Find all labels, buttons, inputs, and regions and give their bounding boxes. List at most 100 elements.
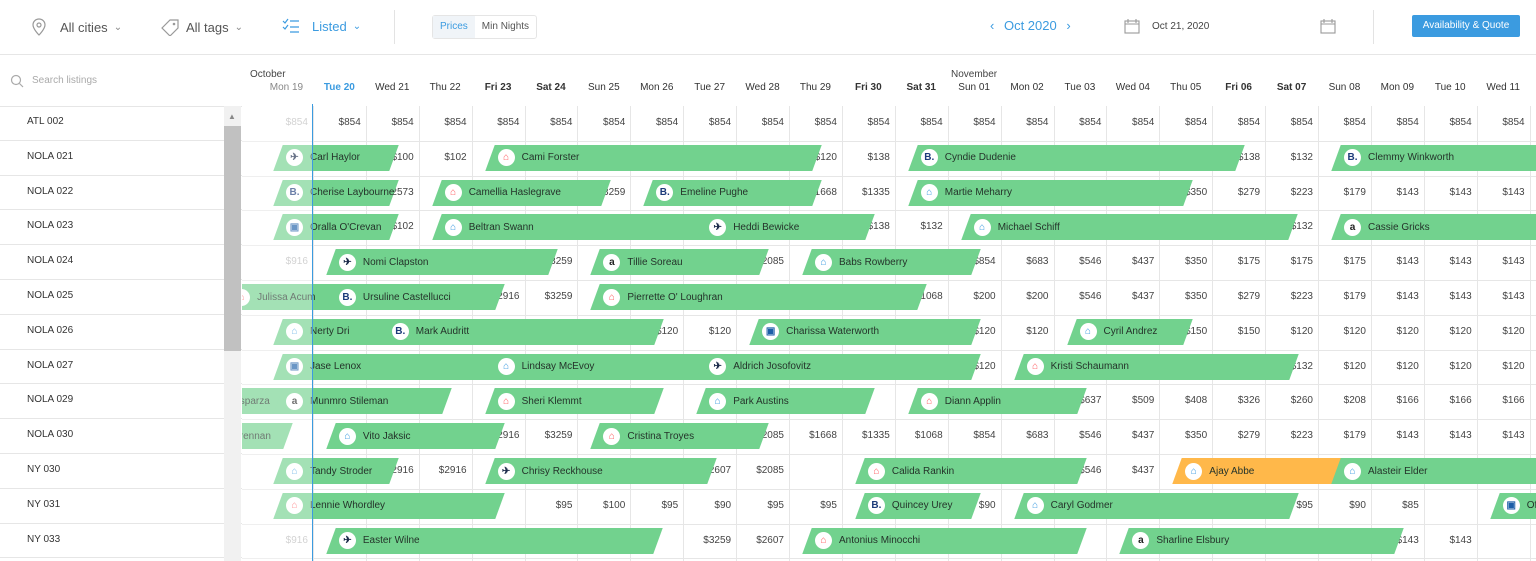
price-cell[interactable]: $2607 [756, 534, 784, 546]
price-cell[interactable]: $854 [1502, 117, 1525, 128]
price-cell[interactable]: $437 [1132, 465, 1155, 476]
price-cell[interactable]: $223 [1290, 291, 1313, 302]
price-cell[interactable]: $279 [1237, 430, 1261, 442]
price-cell[interactable]: $143 [1396, 534, 1419, 546]
price-cell[interactable]: $437 [1132, 430, 1155, 442]
price-cell[interactable]: $143 [1396, 430, 1419, 442]
price-cell[interactable]: $120 [1343, 360, 1366, 372]
price-cell[interactable]: $200 [973, 291, 996, 302]
price-cell[interactable]: $854 [1396, 117, 1419, 128]
prev-month-chevron-icon[interactable]: ‹ [990, 18, 995, 33]
price-cell[interactable]: $143 [1502, 430, 1525, 442]
price-cell[interactable]: $150 [1237, 325, 1261, 337]
price-cell[interactable]: $95 [661, 499, 679, 511]
price-cell[interactable]: $854 [973, 430, 996, 442]
availability-quote-button[interactable]: Availability & Quote [1412, 15, 1520, 37]
price-cell[interactable]: $854 [497, 117, 520, 128]
price-cell[interactable]: $175 [1237, 256, 1261, 268]
price-cell[interactable]: $2916 [491, 291, 520, 302]
date-picker-end[interactable] [1320, 18, 1336, 34]
price-cell[interactable]: $2916 [491, 430, 520, 442]
next-month-chevron-icon[interactable]: › [1066, 18, 1071, 33]
price-cell[interactable]: $854 [973, 256, 996, 268]
price-cell[interactable]: $143 [1396, 256, 1419, 268]
price-cell[interactable]: $175 [1343, 256, 1366, 268]
price-cell[interactable]: $143 [1502, 186, 1525, 198]
price-cell[interactable]: $95 [820, 499, 837, 511]
price-cell[interactable]: $854 [1026, 117, 1049, 128]
price-cell[interactable]: $90 [978, 499, 996, 511]
listing-name[interactable]: NOLA 023 [0, 210, 242, 246]
price-cell[interactable]: $102 [444, 151, 467, 163]
price-cell[interactable]: $3259 [544, 430, 573, 442]
price-cell[interactable]: $143 [1502, 291, 1525, 302]
price-cell[interactable]: $2085 [756, 256, 784, 268]
price-cell[interactable]: $2916 [438, 465, 467, 476]
price-cell[interactable]: $854 [867, 117, 890, 128]
tab-prices[interactable]: Prices [433, 16, 475, 38]
price-cell[interactable]: $683 [1026, 256, 1049, 268]
price-cell[interactable]: $350 [1184, 256, 1208, 268]
price-cell[interactable]: $143 [1502, 256, 1525, 268]
listing-name[interactable]: ATL 002 [0, 106, 242, 141]
price-cell[interactable]: $120 [1396, 360, 1419, 372]
price-cell[interactable]: $200 [1026, 291, 1049, 302]
price-cell[interactable]: $166 [1396, 395, 1419, 407]
listed-filter[interactable]: Listed ⌄ [282, 18, 361, 34]
price-cell[interactable]: $85 [1402, 499, 1419, 511]
price-cell[interactable]: $179 [1343, 291, 1366, 302]
price-cell[interactable]: $120 [655, 325, 679, 337]
tag-filter[interactable]: All tags ⌄ [160, 18, 243, 36]
price-cell[interactable]: $100 [391, 151, 414, 163]
price-cell[interactable]: $120 [1343, 325, 1366, 337]
price-cell[interactable]: $143 [1449, 534, 1472, 546]
price-cell[interactable]: $150 [1184, 325, 1208, 337]
price-cell[interactable]: $1668 [809, 186, 837, 198]
price-cell[interactable]: $854 [973, 117, 996, 128]
price-cell[interactable]: $854 [338, 117, 361, 128]
price-cell[interactable]: $138 [867, 221, 890, 233]
listing-name[interactable]: NOLA 021 [0, 141, 242, 176]
search-input[interactable]: Search listings [32, 75, 98, 86]
price-cell[interactable]: $854 [1237, 117, 1261, 128]
price-cell[interactable]: $166 [1449, 395, 1472, 407]
price-cell[interactable]: $143 [1449, 256, 1472, 268]
price-cell[interactable]: $683 [1026, 430, 1049, 442]
price-cell[interactable]: $3259 [544, 291, 573, 302]
price-cell[interactable]: $95 [555, 499, 573, 511]
price-cell[interactable]: $279 [1237, 186, 1261, 198]
price-cell[interactable]: $120 [814, 151, 837, 163]
price-cell[interactable]: $166 [1502, 395, 1525, 407]
price-cell[interactable]: $143 [1449, 291, 1472, 302]
price-cell[interactable]: $350 [1184, 186, 1208, 198]
listing-name[interactable]: NOLA 029 [0, 384, 242, 420]
price-cell[interactable]: $437 [1132, 256, 1155, 268]
date-picker[interactable]: Oct 21, 2020 [1124, 18, 1209, 34]
price-cell[interactable]: $854 [655, 117, 679, 128]
price-cell[interactable]: $132 [920, 221, 943, 233]
listing-name[interactable]: NY 031 [0, 489, 242, 524]
price-cell[interactable]: $1668 [809, 430, 837, 442]
price-cell[interactable]: $223 [1290, 186, 1313, 198]
price-cell[interactable]: $95 [767, 499, 784, 511]
listing-name[interactable]: NOLA 026 [0, 315, 242, 350]
price-cell[interactable]: $916 [285, 256, 308, 268]
price-cell[interactable]: $132 [1290, 151, 1313, 163]
price-cell[interactable]: $916 [285, 534, 308, 546]
price-cell[interactable]: $437 [1132, 291, 1155, 302]
price-cell[interactable]: $102 [391, 221, 414, 233]
price-cell[interactable]: $143 [1396, 186, 1419, 198]
price-cell[interactable]: $143 [1396, 291, 1419, 302]
price-cell[interactable]: $854 [1184, 117, 1208, 128]
price-cell[interactable]: $854 [603, 117, 626, 128]
price-cell[interactable]: $546 [1079, 256, 1102, 268]
price-cell[interactable]: $100 [603, 499, 626, 511]
price-cell[interactable]: $854 [1449, 117, 1472, 128]
scrollbar[interactable]: ▲ [224, 106, 241, 561]
scroll-up-arrow-icon[interactable]: ▲ [228, 112, 236, 121]
price-cell[interactable]: $2916 [385, 465, 414, 476]
price-cell[interactable]: $223 [1290, 430, 1313, 442]
price-cell[interactable]: $350 [1184, 430, 1208, 442]
price-cell[interactable]: $2607 [703, 465, 732, 476]
price-cell[interactable]: $326 [1237, 395, 1261, 407]
